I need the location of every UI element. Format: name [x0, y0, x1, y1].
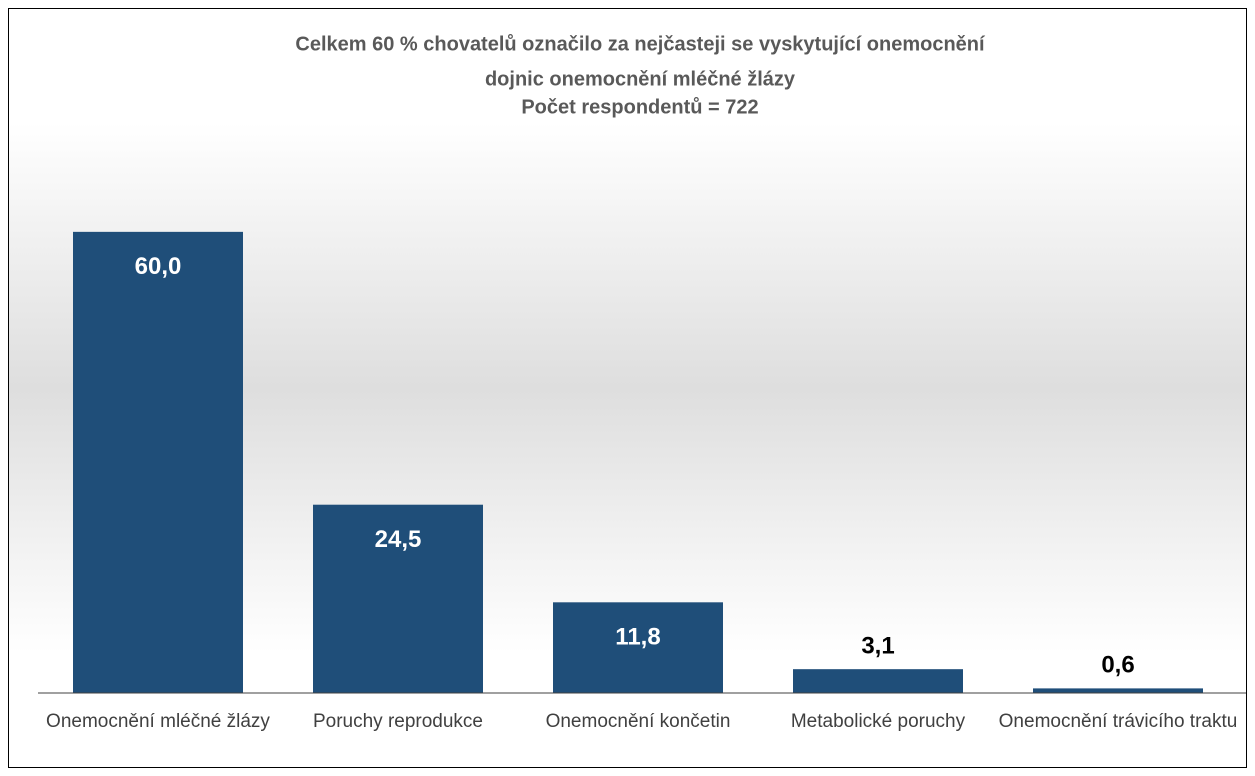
chart-title: Počet respondentů = 722: [521, 96, 758, 118]
data-label: 60,0: [135, 253, 182, 280]
bar: [313, 504, 483, 693]
x-tick-label: Onemocnění končetin: [545, 711, 731, 732]
x-tick-label: Onemocnění trávicího traktu: [998, 711, 1238, 732]
bar: [793, 669, 963, 693]
bar: [553, 602, 723, 693]
data-label: 24,5: [375, 526, 422, 553]
data-label: 11,8: [615, 624, 660, 651]
bar: [1033, 688, 1203, 693]
x-tick-label: Poruchy reprodukce: [312, 711, 484, 732]
data-label: 3,1: [861, 633, 894, 660]
chart-title: dojnic onemocnění mléčné žlázy: [485, 68, 796, 90]
data-label: 0,6: [1101, 652, 1134, 679]
bar: [73, 231, 243, 693]
x-tick-label: Metabolické poruchy: [790, 711, 966, 732]
x-tick-label: Onemocnění mléčné žlázy: [46, 711, 270, 732]
chart-title: Celkem 60 % chovatelů označilo za nejčas…: [295, 33, 986, 55]
